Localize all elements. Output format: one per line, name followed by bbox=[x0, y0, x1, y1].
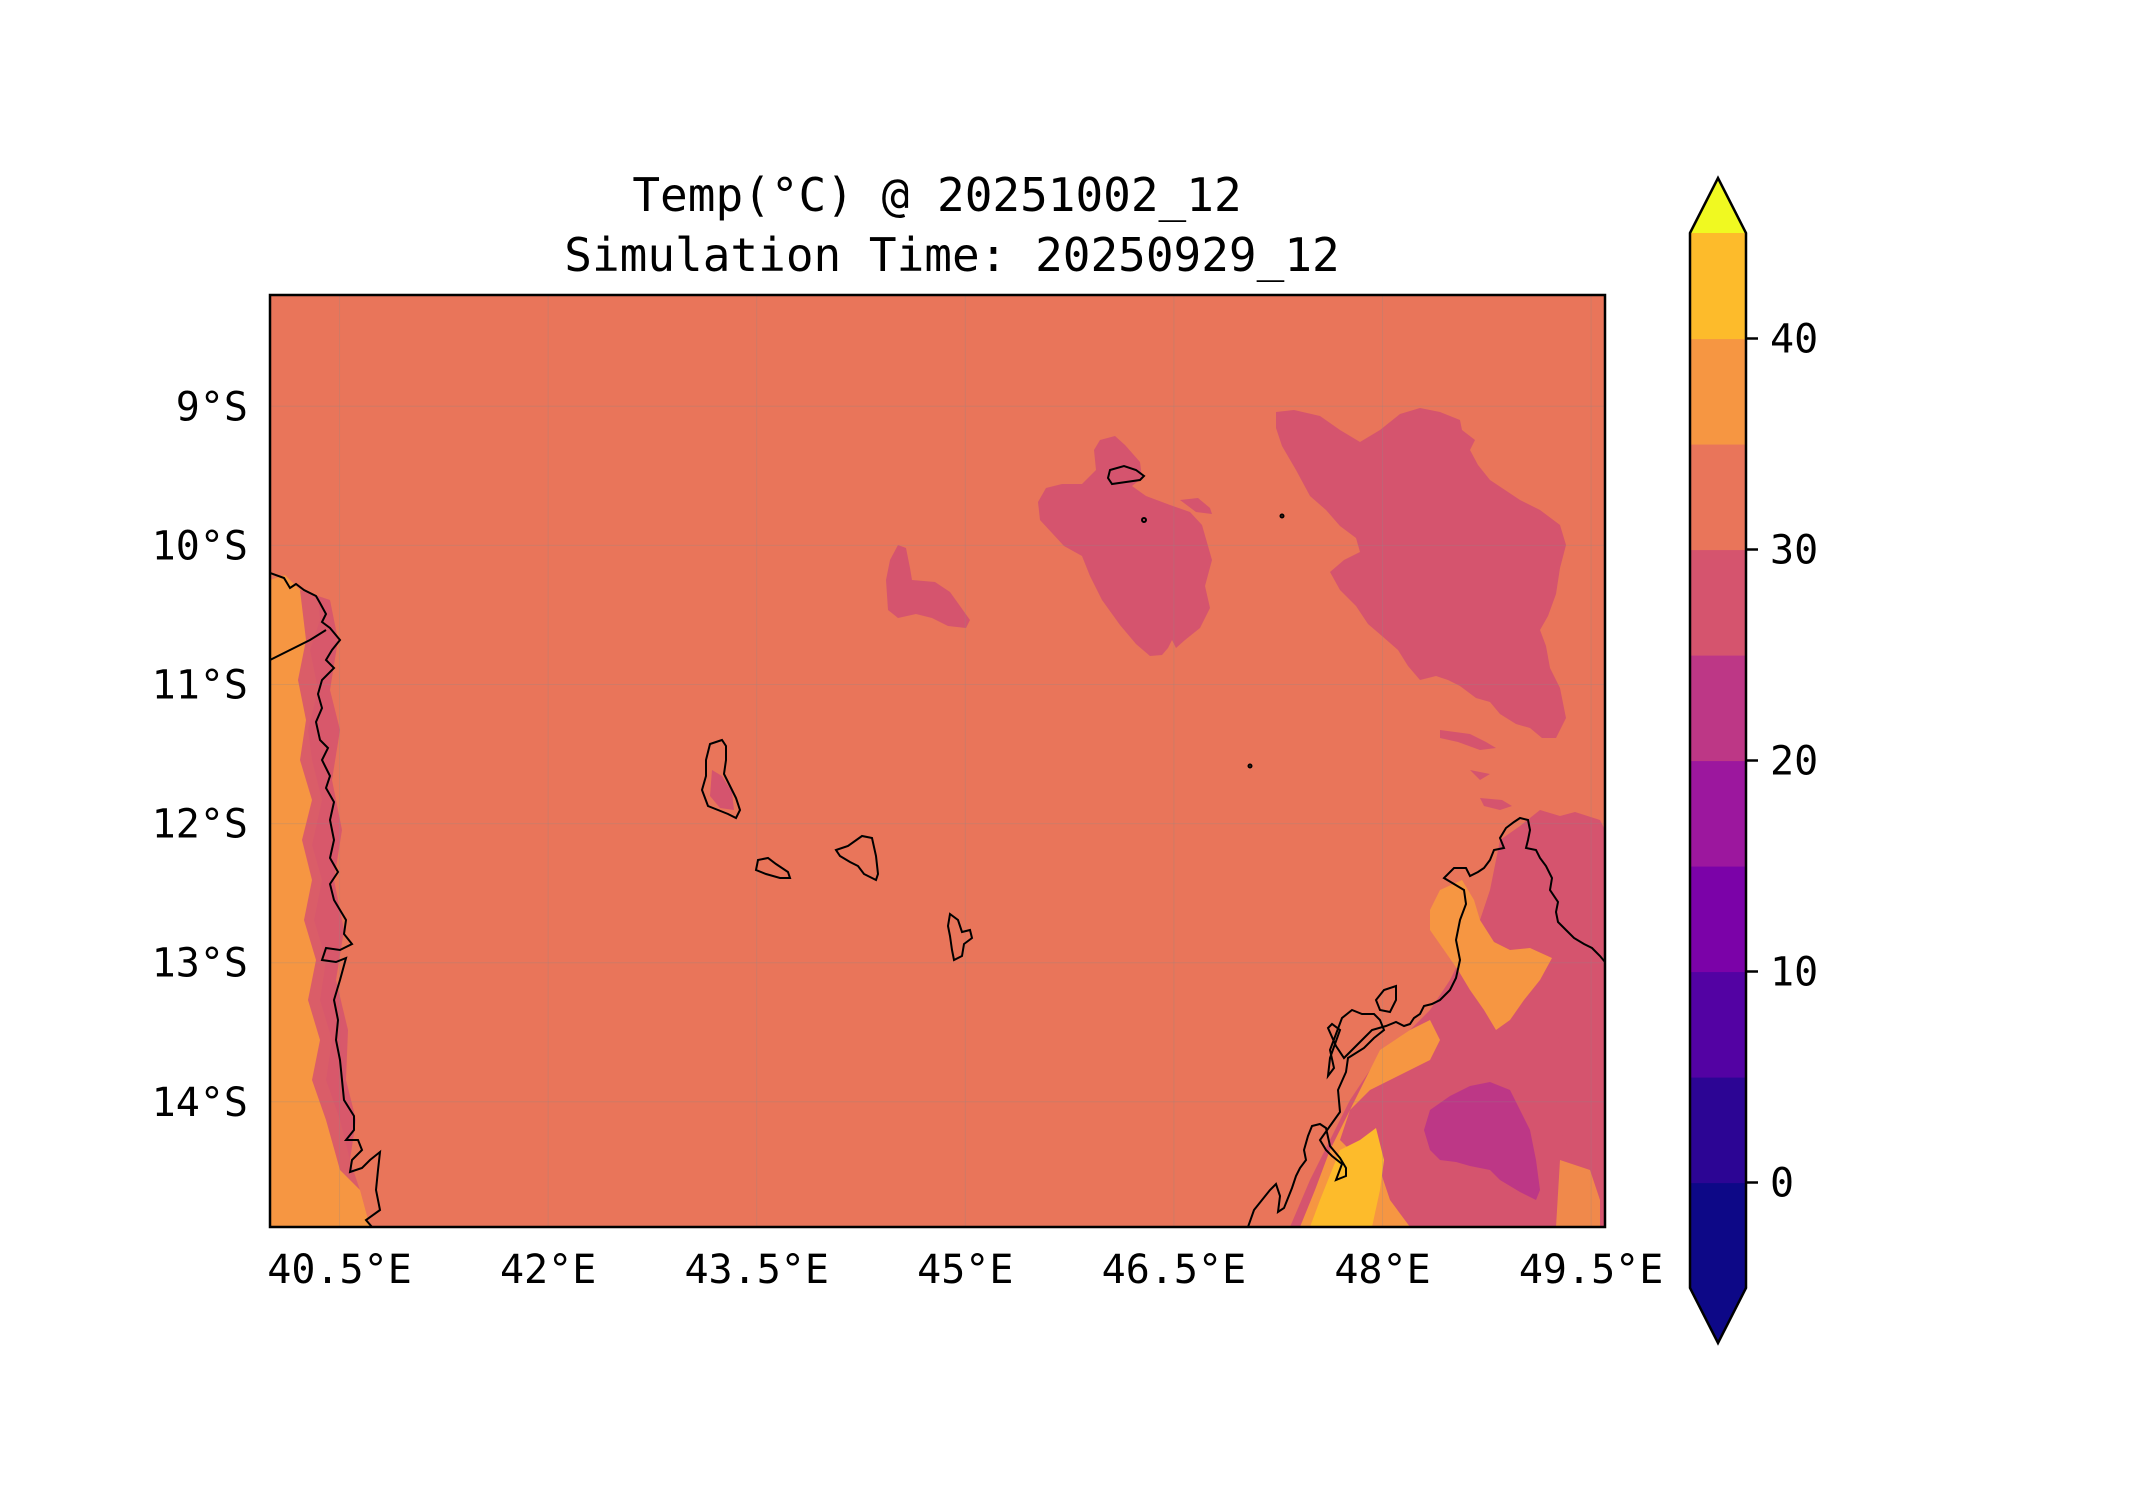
x-tick-label: 49.5°E bbox=[1519, 1247, 1664, 1293]
colorbar-tick-label: 0 bbox=[1770, 1161, 1794, 1207]
x-tick-label: 46.5°E bbox=[1102, 1247, 1247, 1293]
x-tick-label: 42°E bbox=[500, 1247, 596, 1293]
coastline-madagascar-inlet bbox=[1374, 984, 1397, 1014]
y-tick-label: 11°S bbox=[152, 662, 248, 708]
colorbar-tick-label: 30 bbox=[1770, 528, 1818, 574]
contour-cool-patch-5 bbox=[1440, 730, 1496, 750]
colorbar-segment bbox=[1690, 760, 1746, 867]
y-tick-label: 13°S bbox=[152, 941, 248, 987]
colorbar-segment bbox=[1690, 233, 1746, 340]
colorbar-segment bbox=[1690, 444, 1746, 551]
contour-cool-patch-6 bbox=[1470, 770, 1490, 780]
coastline-mayotte bbox=[946, 912, 974, 962]
contour-madagascar-yellow bbox=[1310, 1128, 1384, 1227]
coastlines bbox=[270, 464, 1605, 1227]
y-axis: 9°S 10°S 11°S 12°S 13°S 14°S bbox=[152, 384, 248, 1126]
y-tick-label: 12°S bbox=[152, 802, 248, 848]
coastline-islet-3 bbox=[1247, 763, 1253, 769]
x-tick-label: 45°E bbox=[917, 1247, 1013, 1293]
coastline-islet-1 bbox=[1141, 517, 1147, 523]
coastline-aldabra bbox=[1106, 464, 1146, 486]
coastline-islet-2 bbox=[1279, 513, 1285, 519]
x-tick-label: 43.5°E bbox=[684, 1247, 829, 1293]
colorbar-tick-label: 40 bbox=[1770, 317, 1818, 363]
colorbar-segment bbox=[1690, 866, 1746, 973]
contour-island-cool bbox=[710, 770, 734, 810]
colorbar-extend-min bbox=[1690, 1288, 1746, 1343]
contour-madagascar-warm-3 bbox=[1556, 1160, 1600, 1227]
map-panel bbox=[268, 293, 1607, 1229]
x-axis: 40.5°E 42°E 43.5°E 45°E 46.5°E 48°E 49.5°E bbox=[267, 1247, 1663, 1293]
contour-madagascar-cool bbox=[1424, 1082, 1540, 1200]
colorbar-segment bbox=[1690, 655, 1746, 762]
colorbar-segment bbox=[1690, 971, 1746, 1078]
coastline-grande-comore bbox=[700, 738, 742, 820]
colorbar-segment bbox=[1690, 549, 1746, 656]
colorbar-segment bbox=[1690, 1077, 1746, 1184]
contour-cool-patch-1 bbox=[1038, 436, 1212, 656]
contour-cool-patch-4 bbox=[1276, 408, 1566, 738]
colorbar-tick-label: 10 bbox=[1770, 950, 1818, 996]
contour-cool-patch-7 bbox=[1480, 798, 1512, 810]
y-tick-label: 9°S bbox=[176, 384, 248, 430]
colorbar-segment bbox=[1690, 1182, 1746, 1289]
contour-cool-patch-2 bbox=[1180, 498, 1212, 514]
colorbar-outline bbox=[1688, 175, 1748, 1346]
map-gridlines bbox=[270, 295, 1605, 1227]
map-title: Temp(°C) @ 20251002_12 bbox=[632, 168, 1241, 222]
map-subtitle: Simulation Time: 20250929_12 bbox=[564, 228, 1339, 282]
y-tick-label: 14°S bbox=[152, 1080, 248, 1126]
colorbar-extend-max bbox=[1690, 178, 1746, 233]
contour-west-coast-mid bbox=[298, 590, 360, 1190]
coastline-africa-upper bbox=[270, 629, 327, 661]
colorbar-tick-label: 20 bbox=[1770, 739, 1818, 785]
coastline-africa bbox=[270, 572, 382, 1227]
colorbar-segment bbox=[1690, 338, 1746, 445]
coastline-madagascar bbox=[1247, 816, 1605, 1227]
x-tick-label: 40.5°E bbox=[267, 1247, 412, 1293]
temperature-contours bbox=[270, 408, 1605, 1227]
colorbar: 0 10 20 30 40 bbox=[1688, 175, 1818, 1346]
contour-west-coast-warm bbox=[270, 575, 370, 1227]
coastline-anjouan bbox=[834, 834, 880, 882]
x-tick-label: 48°E bbox=[1334, 1247, 1430, 1293]
coastline-moheli bbox=[754, 856, 792, 879]
y-tick-label: 10°S bbox=[152, 523, 248, 569]
contour-cool-patch-3 bbox=[886, 545, 970, 628]
map-frame bbox=[268, 293, 1607, 1229]
